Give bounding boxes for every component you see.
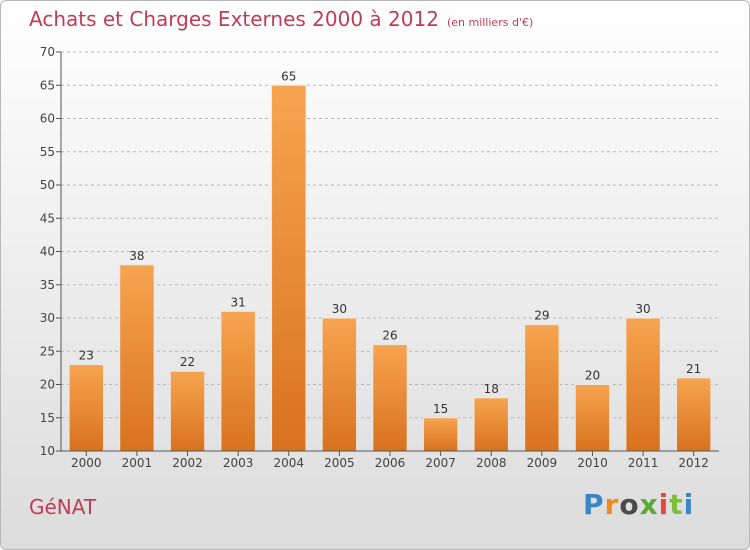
x-tick-label: 2006 [375, 456, 406, 470]
y-tick-label: 50 [40, 178, 55, 192]
data-label: 31 [231, 295, 246, 309]
data-label: 26 [382, 329, 397, 343]
logo-letter: o [619, 488, 640, 521]
x-tick-label: 2005 [324, 456, 355, 470]
data-label: 22 [180, 355, 195, 369]
chart-title: Achats et Charges Externes 2000 à 2012 (e… [29, 7, 533, 31]
bar [372, 344, 408, 452]
x-tick-label: 2011 [628, 456, 659, 470]
y-tick-label: 30 [40, 311, 55, 325]
data-label: 18 [484, 382, 499, 396]
logo-letter: x [639, 488, 659, 521]
x-tick-label: 2009 [527, 456, 558, 470]
data-label: 29 [534, 309, 549, 323]
data-label: 23 [79, 349, 94, 363]
logo-letter: t [669, 488, 684, 521]
y-tick-label: 15 [40, 411, 55, 425]
y-tick-label: 40 [40, 245, 55, 259]
x-tick-label: 2010 [577, 456, 608, 470]
bar [271, 84, 307, 452]
logo-letter: r [604, 488, 620, 521]
bar [574, 384, 611, 452]
logo-letter: P [583, 488, 605, 521]
bar [675, 377, 712, 452]
y-tick-label: 70 [40, 45, 55, 59]
bar [119, 264, 155, 452]
y-tick-label: 60 [40, 112, 55, 126]
x-tick-label: 2004 [273, 456, 304, 470]
x-tick-label: 2003 [223, 456, 254, 470]
commune-name: GéNAT [29, 495, 97, 519]
x-axis-ticks: 2000 2001 2002 2003 2004 2005 2006 2007 2008 2009… [71, 451, 709, 470]
y-tick-label: 35 [40, 278, 55, 292]
axes [60, 52, 719, 452]
x-tick-label: 2012 [678, 456, 709, 470]
logo-letter: i [658, 488, 670, 521]
bars [68, 84, 712, 452]
bar [169, 370, 206, 452]
y-tick-label: 55 [40, 145, 55, 159]
y-tick-label: 65 [40, 78, 55, 92]
chart-title-text: Achats et Charges Externes 2000 à 2012 [29, 7, 439, 31]
data-labels: 23 38 22 31 65 30 26 15 18 29 20 30 21 [79, 69, 702, 416]
x-tick-label: 2001 [122, 456, 153, 470]
bar [68, 364, 105, 452]
y-tick-label: 20 [40, 378, 55, 392]
data-label: 30 [635, 302, 650, 316]
x-tick-label: 2007 [425, 456, 456, 470]
bar [473, 397, 509, 452]
data-label: 38 [129, 249, 144, 263]
x-tick-label: 2000 [71, 456, 102, 470]
y-tick-label: 10 [40, 444, 55, 458]
logo-letter: i [683, 488, 695, 521]
data-label: 15 [433, 402, 448, 416]
bar [321, 317, 358, 452]
bar [524, 324, 560, 452]
bar [625, 317, 661, 452]
x-tick-label: 2002 [172, 456, 203, 470]
chart-subtitle: (en milliers d'€) [446, 16, 534, 29]
x-tick-label: 2008 [476, 456, 507, 470]
bar [422, 417, 459, 452]
data-label: 65 [281, 69, 296, 83]
data-label: 21 [686, 362, 701, 376]
data-label: 20 [585, 369, 600, 383]
y-tick-label: 25 [40, 344, 55, 358]
data-label: 30 [332, 302, 347, 316]
y-tick-label: 45 [40, 211, 55, 225]
y-axis-ticks: 10 15 20 25 30 35 40 45 50 55 60 65 70 [40, 45, 61, 458]
bar [220, 310, 256, 452]
proxiti-logo: Proxiti [583, 488, 694, 521]
